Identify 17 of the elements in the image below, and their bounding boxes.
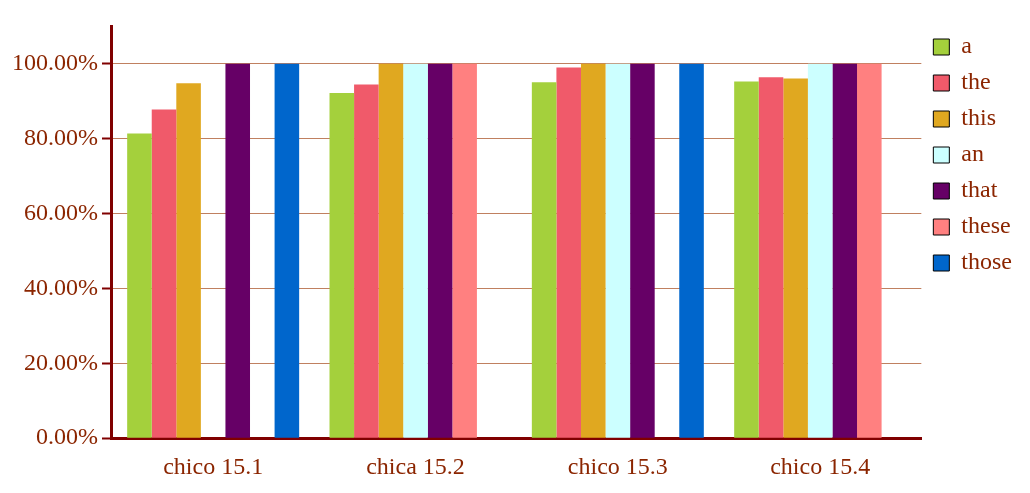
legend-label: an (961, 140, 984, 167)
legend-label: those (961, 248, 1013, 275)
x-tick-label: chico 15.3 (567, 452, 668, 479)
x-tick-label: chico 15.1 (163, 452, 264, 479)
legend-label: a (961, 32, 973, 59)
y-tick-label: 0.00% (35, 423, 98, 450)
x-tick-label: chico 15.4 (770, 452, 871, 479)
legend-label: that (961, 176, 998, 203)
y-tick-label: 20.00% (23, 348, 98, 375)
legend-label: this (961, 104, 997, 131)
y-tick-label: 40.00% (23, 273, 98, 300)
y-tick-label: 100.00% (11, 49, 98, 76)
legend-label: the (961, 68, 991, 95)
x-tick-label: chica 15.2 (366, 452, 465, 479)
y-tick-label: 80.00% (23, 124, 98, 151)
legend-label: these (961, 212, 1011, 239)
y-tick-label: 60.00% (23, 198, 98, 225)
